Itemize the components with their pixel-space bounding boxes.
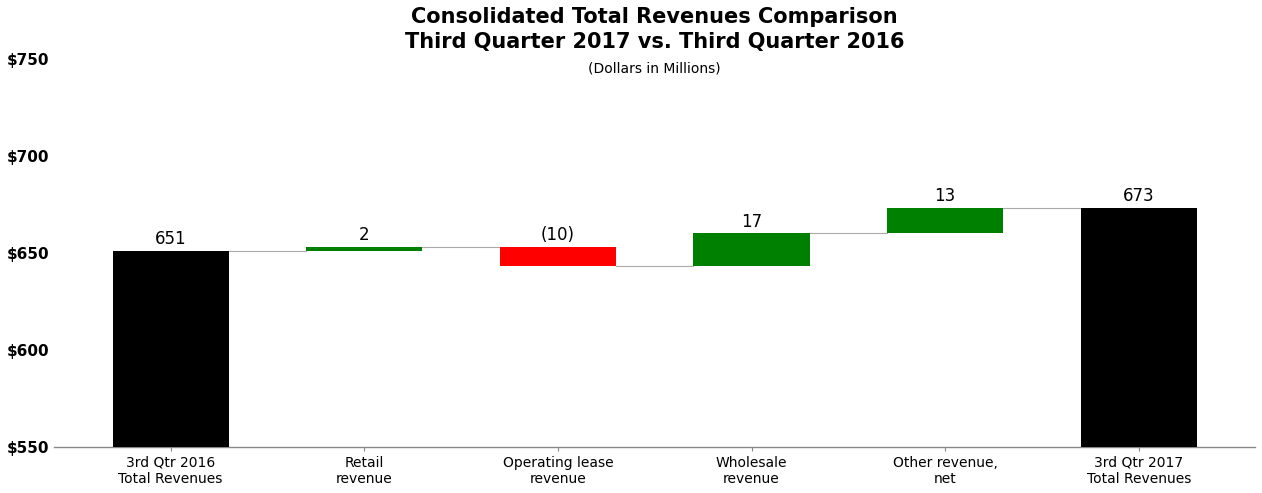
Text: 2: 2	[358, 226, 370, 244]
Bar	[1080, 208, 1196, 447]
Bar	[307, 247, 423, 251]
Text: 13: 13	[935, 187, 955, 205]
Text: (Dollars in Millions): (Dollars in Millions)	[588, 62, 721, 75]
Bar	[112, 251, 228, 447]
Text: 17: 17	[741, 212, 762, 231]
Text: 673: 673	[1123, 187, 1155, 205]
Text: 651: 651	[155, 230, 187, 248]
Bar	[694, 234, 810, 266]
Bar	[887, 208, 1003, 234]
Text: (10): (10)	[541, 226, 575, 244]
Title: Consolidated Total Revenues Comparison
Third Quarter 2017 vs. Third Quarter 2016: Consolidated Total Revenues Comparison T…	[405, 7, 905, 52]
Bar	[500, 247, 616, 266]
